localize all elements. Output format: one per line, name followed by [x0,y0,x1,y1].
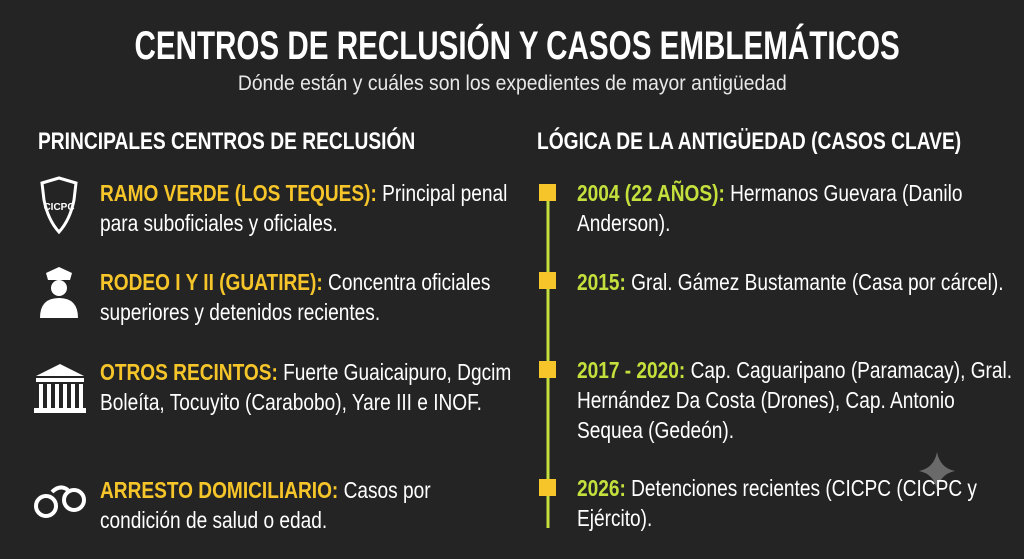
timeline-marker [539,479,556,496]
left-item: OTROS RECINTOS: Fuerte Guaicaipuro, Dgci… [100,357,515,417]
icon-building [34,364,86,413]
title-wrap: CENTROS DE RECLUSIÓN Y CASOS EMBLEMÁTICO… [0,24,1024,69]
subtitle: Dónde están y cuáles son los expedientes… [237,72,787,95]
item-text: Fuerte Guaicaipuro, Dgcim Boleíta, Tocuy… [100,359,512,415]
left-item: ARRESTO DOMICILIARIO: Casos por condició… [100,475,490,535]
sparkle [919,452,955,490]
left-heading: PRINCIPALES CENTROS DE RECLUSIÓN [38,128,416,155]
right-item: 2026: Detenciones recientes (CICPC (CICP… [577,473,1009,533]
left-item: RODEO I Y II (GUATIRE): Concentra oficia… [100,267,532,327]
svg-text:CICPC: CICPC [43,202,74,213]
item-text: Detenciones recientes (CICPC (CICPC y Ej… [577,475,977,531]
item-label: 2004 (22 AÑOS): [577,180,725,206]
icon-handcuffs [34,485,86,518]
right-item: 2017 - 2020: Cap. Caguaripano (Paramacay… [577,355,1021,445]
item-text: Concentra oficiales superiores y detenid… [100,269,491,325]
item-label: 2015: [577,269,626,295]
item-label: 2017 - 2020: [577,357,686,383]
left-item: RAMO VERDE (LOS TEQUES): Principal penal… [100,178,519,238]
right-heading: LÓGICA DE LA ANTIGÜEDAD (CASOS CLAVE) [537,128,962,155]
title: CENTROS DE RECLUSIÓN Y CASOS EMBLEMÁTICO… [134,24,900,68]
item-label: RAMO VERDE (LOS TEQUES): [100,180,377,206]
timeline-marker [539,361,556,378]
item-text: Casos por condición de salud o edad. [100,477,431,533]
item-label: RODEO I Y II (GUATIRE): [100,269,323,295]
right-item: 2004 (22 AÑOS): Hermanos Guevara (Danilo… [577,178,984,238]
item-text: Gral. Gámez Bustamante (Casa por cárcel)… [631,269,1004,295]
timeline-marker [539,184,556,201]
item-label: 2026: [577,475,626,501]
right-item: 2015: Gral. Gámez Bustamante (Casa por c… [577,267,1004,297]
item-text: Cap. Caguaripano (Paramacay), Gral. Hern… [577,357,1013,443]
timeline-marker [539,272,556,289]
subtitle-wrap: Dónde están y cuáles son los expedientes… [0,72,1024,96]
item-text: Principal penal para suboficiales y ofic… [100,180,508,236]
item-label: OTROS RECINTOS: [100,359,278,385]
icon-officer [40,267,78,318]
item-label: ARRESTO DOMICILIARIO: [100,477,339,503]
item-text: Hermanos Guevara (Danilo Anderson). [577,180,963,236]
icon-badge: CICPC [40,176,78,235]
